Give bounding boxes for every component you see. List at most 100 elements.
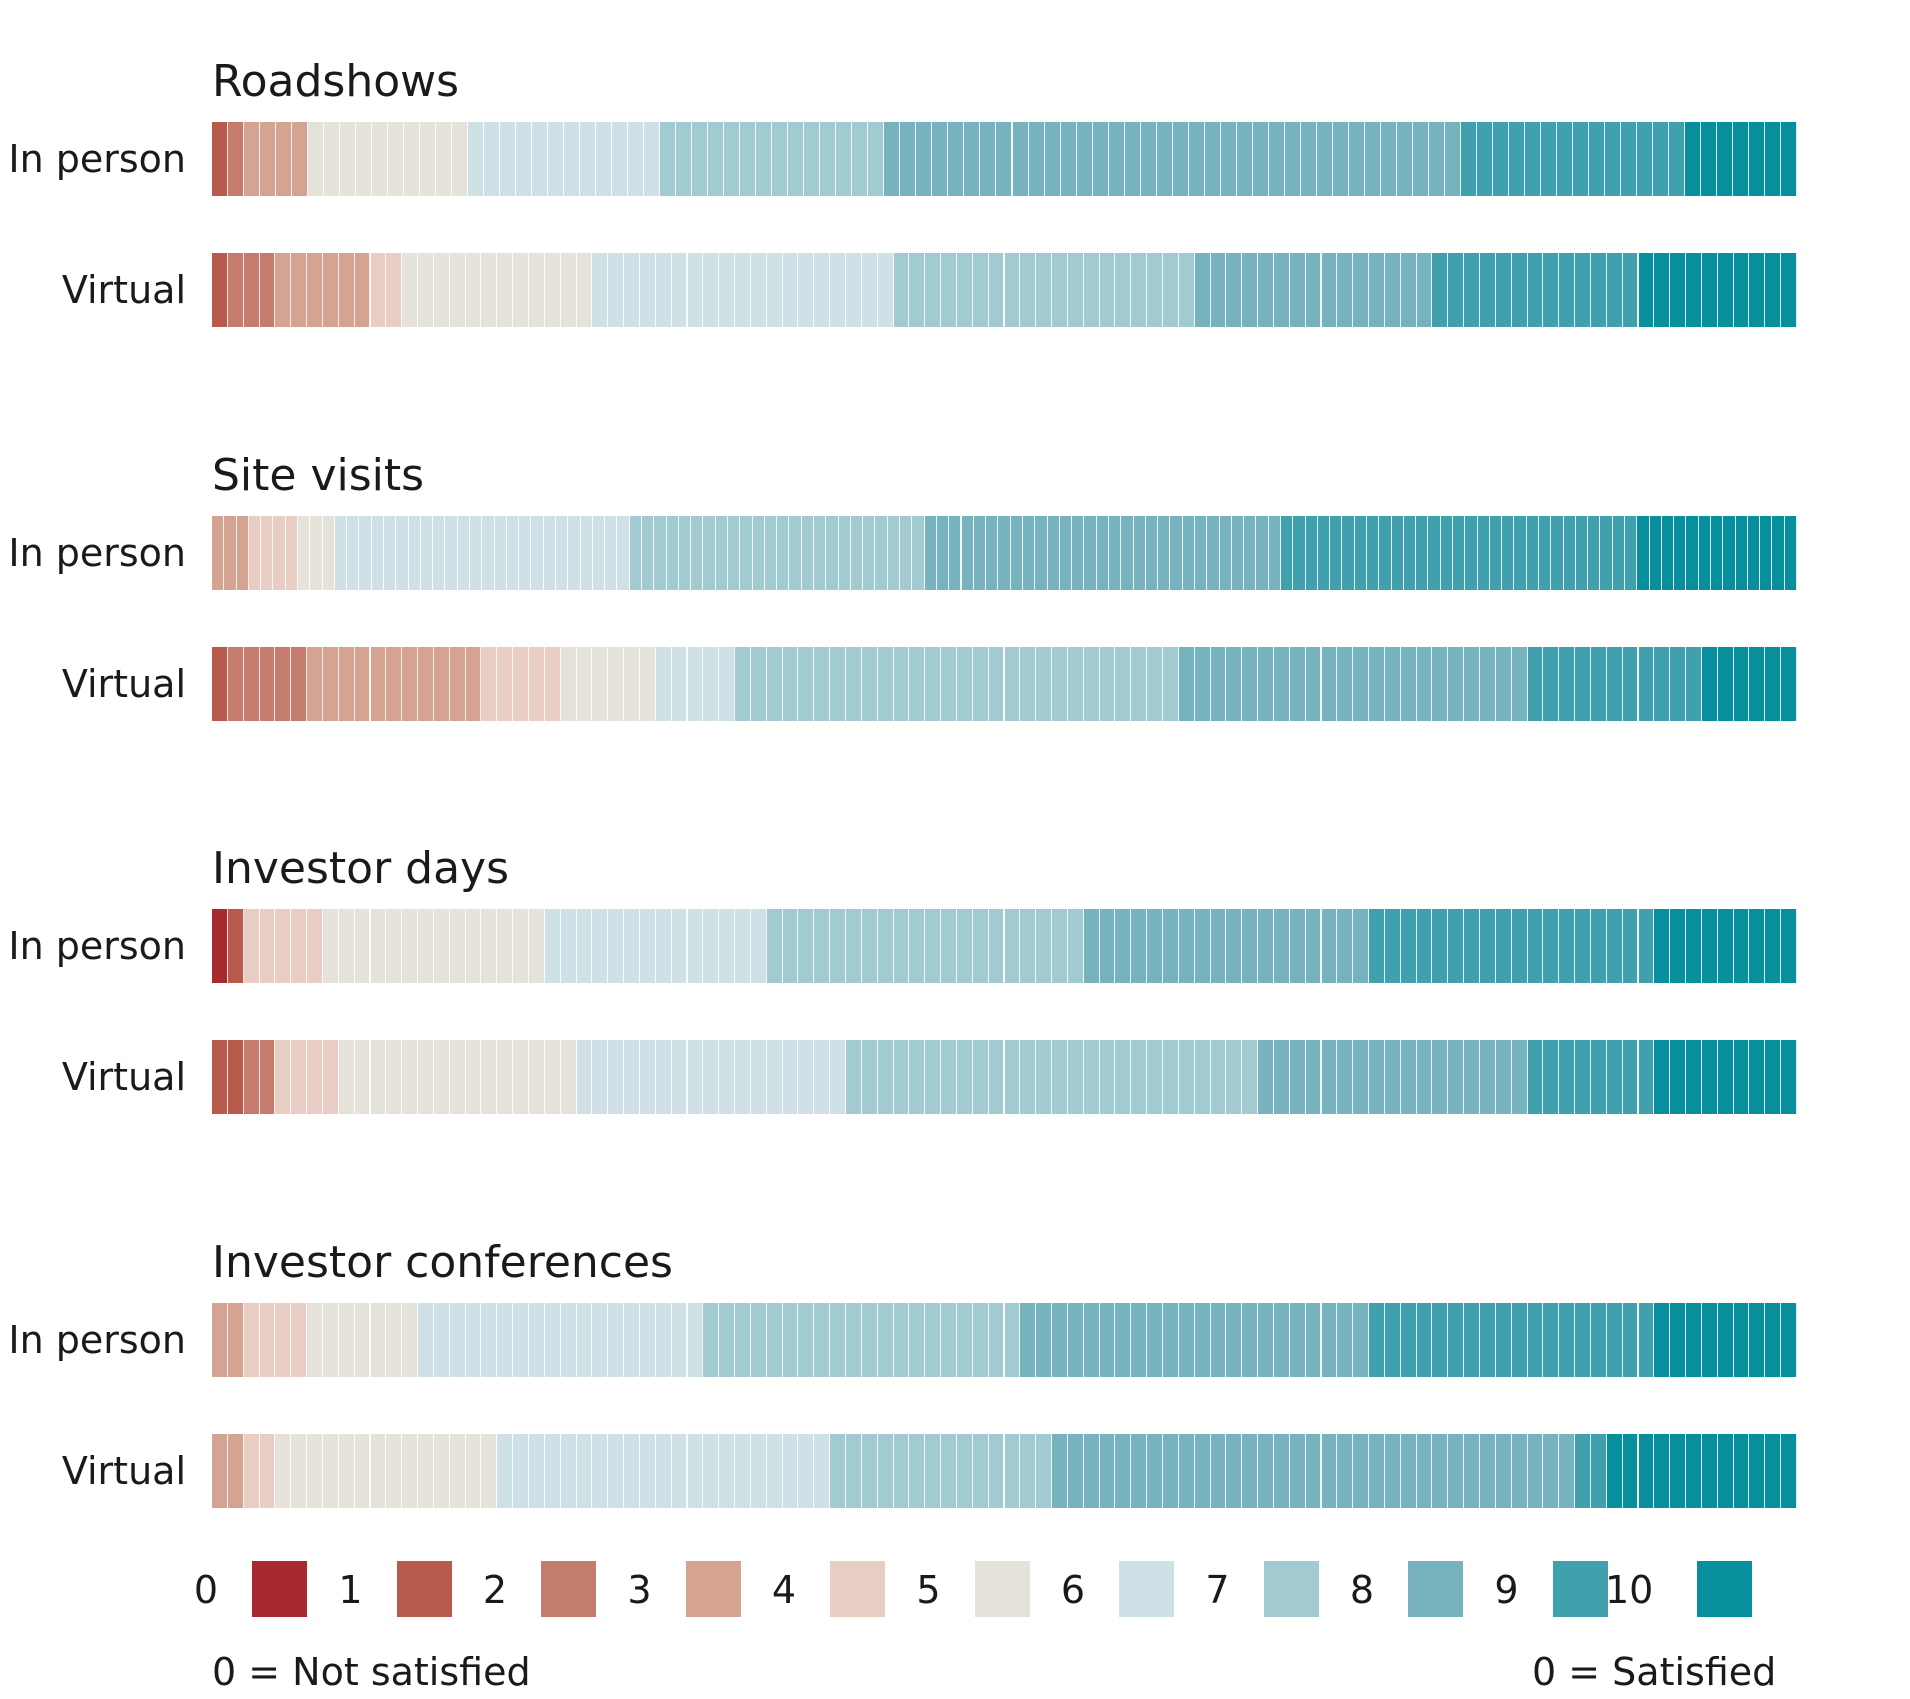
bar-segment-6 bbox=[396, 516, 409, 590]
bar-segment-4 bbox=[291, 909, 308, 983]
bar-segment-10 bbox=[1717, 253, 1734, 327]
bar-segment-9 bbox=[1492, 122, 1509, 196]
bar-segment-7 bbox=[877, 1040, 894, 1114]
bar-segment-8 bbox=[1305, 253, 1322, 327]
bar-segment-6 bbox=[703, 647, 720, 721]
bar-segment-8 bbox=[1115, 1303, 1132, 1377]
bar-segment-9 bbox=[1514, 516, 1527, 590]
bar-segment-7 bbox=[988, 1434, 1005, 1508]
legend-label: 2 bbox=[482, 1568, 507, 1612]
bar-segment-9 bbox=[1559, 1303, 1576, 1377]
bar-segment-9 bbox=[1527, 1303, 1544, 1377]
bar-segment-6 bbox=[830, 1040, 846, 1114]
bar-segment-5 bbox=[370, 1040, 387, 1114]
bar-segment-8 bbox=[1337, 909, 1354, 983]
bar-segment-6 bbox=[580, 122, 597, 196]
bar-segment-7 bbox=[1131, 253, 1148, 327]
bar-segment-7 bbox=[1099, 647, 1116, 721]
bar-segment-9 bbox=[1317, 516, 1331, 590]
bar-segment-8 bbox=[1353, 1303, 1370, 1377]
bar-segment-7 bbox=[988, 1040, 1005, 1114]
bar-segment-10 bbox=[1686, 1040, 1702, 1114]
bar-segment-4 bbox=[322, 1040, 339, 1114]
bar-segment-10 bbox=[1670, 253, 1687, 327]
bar-segment-7 bbox=[764, 516, 778, 590]
bar-segment-9 bbox=[1465, 516, 1478, 590]
bar-segment-7 bbox=[1004, 1303, 1021, 1377]
bar-segment-9 bbox=[1543, 253, 1560, 327]
bar-segment-10 bbox=[1670, 1434, 1687, 1508]
bar-segment-9 bbox=[1556, 122, 1573, 196]
bar-segment-9 bbox=[1508, 122, 1525, 196]
bar-segment-9 bbox=[1563, 516, 1576, 590]
bar-segment-9 bbox=[1543, 909, 1560, 983]
bar-segment-2 bbox=[259, 1040, 276, 1114]
bar-segment-8 bbox=[1428, 122, 1445, 196]
legend-label: 6 bbox=[1060, 1568, 1085, 1612]
bar-segment-5 bbox=[354, 1434, 371, 1508]
stacked-bar bbox=[212, 253, 1797, 327]
bar-segment-3 bbox=[354, 253, 371, 327]
bar-segment-7 bbox=[692, 122, 709, 196]
bar-segment-7 bbox=[956, 1303, 973, 1377]
bar-segment-10 bbox=[1622, 1434, 1639, 1508]
bar-segment-7 bbox=[766, 909, 783, 983]
legend-swatch bbox=[1697, 1561, 1752, 1617]
bar-segment-6 bbox=[719, 1434, 736, 1508]
bar-segment-8 bbox=[1226, 253, 1243, 327]
bar-segment-7 bbox=[893, 1040, 910, 1114]
bar-segment-9 bbox=[1464, 1303, 1480, 1377]
bar-segment-6 bbox=[576, 909, 593, 983]
bar-segment-7 bbox=[846, 1434, 862, 1508]
bar-segment-7 bbox=[1194, 1040, 1211, 1114]
bar-segment-6 bbox=[468, 122, 485, 196]
bar-segment-5 bbox=[513, 253, 529, 327]
bar-segment-8 bbox=[1400, 253, 1417, 327]
bar-segment-8 bbox=[1384, 253, 1401, 327]
bar-segment-6 bbox=[556, 516, 569, 590]
bar-segment-9 bbox=[1440, 516, 1453, 590]
bar-segment-3 bbox=[212, 1303, 228, 1377]
bar-segment-7 bbox=[846, 909, 862, 983]
bar-segment-3 bbox=[291, 253, 308, 327]
bar-segment-10 bbox=[1733, 909, 1750, 983]
bar-segment-9 bbox=[1612, 516, 1625, 590]
bar-segment-10 bbox=[1686, 253, 1702, 327]
bar-segment-6 bbox=[671, 647, 688, 721]
bar-segment-9 bbox=[1686, 647, 1702, 721]
bar-segment-8 bbox=[1242, 253, 1259, 327]
legend-label: 4 bbox=[771, 1568, 796, 1612]
bar-segment-9 bbox=[1354, 516, 1367, 590]
bar-segment-9 bbox=[1369, 1303, 1385, 1377]
bar-segment-1 bbox=[212, 647, 228, 721]
bar-segment-8 bbox=[1083, 1303, 1100, 1377]
bar-segment-6 bbox=[484, 122, 501, 196]
bar-segment-9 bbox=[1432, 253, 1449, 327]
bar-segment-8 bbox=[1289, 253, 1306, 327]
bar-segment-7 bbox=[1131, 647, 1148, 721]
bar-segment-5 bbox=[322, 516, 335, 590]
bar-segment-10 bbox=[1717, 1303, 1734, 1377]
bar-segment-8 bbox=[1194, 909, 1211, 983]
bar-segment-8 bbox=[1480, 1434, 1496, 1508]
bar-segment-10 bbox=[1733, 647, 1750, 721]
bar-segment-7 bbox=[678, 516, 692, 590]
bar-segment-8 bbox=[1099, 1434, 1116, 1508]
bar-segment-9 bbox=[1293, 516, 1306, 590]
bar-segment-10 bbox=[1670, 1303, 1687, 1377]
bar-segment-6 bbox=[359, 516, 372, 590]
bar-segment-8 bbox=[1480, 647, 1496, 721]
bar-segment-6 bbox=[639, 1303, 656, 1377]
bar-segment-6 bbox=[671, 909, 688, 983]
bar-segment-6 bbox=[506, 516, 520, 590]
bar-segment-10 bbox=[1765, 1434, 1782, 1508]
bar-segment-9 bbox=[1559, 253, 1576, 327]
bar-segment-6 bbox=[592, 1434, 609, 1508]
bar-segment-7 bbox=[925, 1303, 942, 1377]
bar-segment-5 bbox=[608, 647, 625, 721]
bar-segment-9 bbox=[1551, 516, 1564, 590]
bar-segment-4 bbox=[259, 1434, 276, 1508]
bar-segment-7 bbox=[814, 909, 831, 983]
bar-segment-8 bbox=[1163, 909, 1179, 983]
bar-segment-7 bbox=[782, 1303, 799, 1377]
